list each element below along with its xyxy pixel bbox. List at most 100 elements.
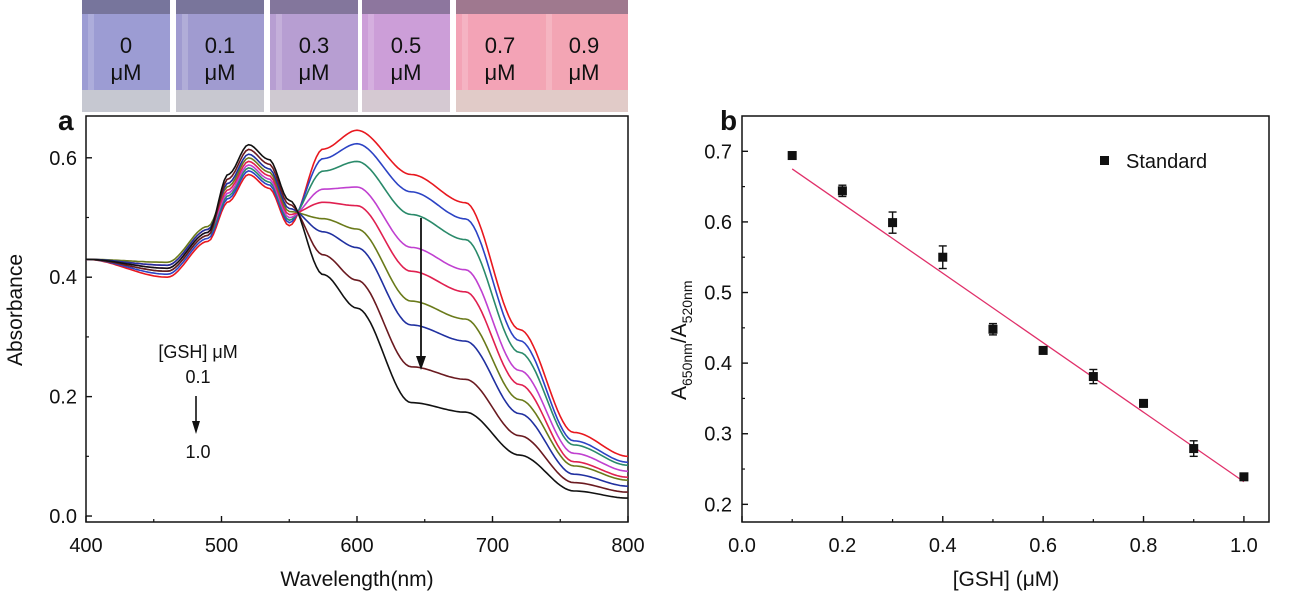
vial-unit: μM [204, 60, 235, 85]
data-point [1038, 345, 1048, 355]
point-marker [1189, 444, 1199, 454]
x-tick-label: 0.4 [929, 535, 957, 557]
y-tick-label: 0.4 [49, 267, 77, 289]
vial-unit: μM [298, 60, 329, 85]
panel-a-ylabel: Absorbance [4, 254, 27, 366]
vial-base [82, 90, 170, 112]
panel-b-label: b [720, 105, 737, 136]
x-tick-label: 600 [340, 535, 373, 557]
panel-b-ylabel: A650nm/A520nm [668, 281, 695, 400]
vial: 0.7μM [456, 0, 544, 112]
data-point [888, 211, 898, 234]
y-tick-label: 0.2 [49, 387, 77, 409]
point-marker [1088, 372, 1098, 382]
data-point [837, 184, 847, 198]
vial-base [456, 90, 544, 112]
vial-cap [540, 0, 628, 14]
vial-concentration: 0.7 [485, 33, 516, 58]
vial-base [270, 90, 358, 112]
absorbance-series [86, 148, 628, 493]
legend-label: Standard [1126, 151, 1207, 173]
panel-a-chart: 400 500 600 700 800 0.0 0.2 0.4 0.6 Wavelength(n… [4, 115, 645, 591]
x-tick-label: 0.8 [1130, 535, 1158, 557]
panel-b-xlabel: [GSH] (μM) [953, 568, 1060, 591]
vial-concentration: 0.9 [569, 33, 600, 58]
x-tick-label: 0.6 [1029, 535, 1057, 557]
data-point [1239, 472, 1249, 482]
x-tick-label: 800 [611, 535, 644, 557]
point-marker [787, 151, 797, 161]
panel-a-xlabel: Wavelength(nm) [280, 568, 433, 591]
vial-unit: μM [568, 60, 599, 85]
point-marker [938, 252, 948, 262]
absorbance-curves [85, 129, 629, 499]
panel-a-label: a [58, 105, 74, 136]
absorbance-series [85, 129, 629, 458]
vial-unit: μM [390, 60, 421, 85]
vial-cap [176, 0, 264, 14]
vial-base [540, 90, 628, 112]
absorbance-series [86, 156, 629, 481]
vial-cap [82, 0, 170, 14]
vial-cap [362, 0, 450, 14]
standard-points [787, 151, 1249, 482]
data-point [938, 245, 948, 270]
y-tick-label: 0.0 [49, 506, 77, 528]
point-marker [1139, 398, 1149, 408]
data-point [787, 151, 797, 161]
vial-concentration: 0.5 [391, 33, 422, 58]
absorbance-series [86, 143, 628, 499]
absorbance-series [86, 160, 629, 467]
vial-glare [546, 14, 552, 90]
vial-unit: μM [484, 60, 515, 85]
x-tick-label: 500 [205, 535, 238, 557]
vial-cap [270, 0, 358, 14]
fit-line [791, 168, 1245, 483]
vial-base [176, 90, 264, 112]
vial-concentration: 0 [120, 33, 132, 58]
y-tick-label: 0.2 [704, 494, 732, 516]
vial-concentration: 0.3 [299, 33, 330, 58]
data-point [1139, 398, 1149, 408]
point-marker [1239, 472, 1249, 482]
y-tick-label: 0.5 [704, 283, 732, 305]
absorbance-series [86, 164, 629, 473]
vial: 0μM [82, 0, 170, 112]
vial: 0.5μM [362, 0, 450, 112]
point-marker [888, 218, 898, 228]
panel-b-frame [741, 115, 1270, 523]
absorbance-series [86, 153, 629, 487]
vial-unit: μM [110, 60, 141, 85]
y-tick-label: 0.6 [49, 148, 77, 170]
y-tick-label: 0.3 [704, 424, 732, 446]
vial-glare [462, 14, 468, 90]
panel-a-frame [85, 115, 629, 523]
data-point [1088, 368, 1098, 385]
vial-glare [88, 14, 94, 90]
panel-b-chart: 0.0 0.2 0.4 0.6 0.8 1.0 0.2 0.3 0.4 0.5 0.6 0.7 Sta… [668, 115, 1270, 591]
panel-b-ticks: 0.0 0.2 0.4 0.6 0.8 1.0 0.2 0.3 0.4 0.5 0.6 0.7 [704, 141, 1258, 557]
gsh-arrow-icon [192, 421, 200, 434]
data-point [988, 322, 998, 336]
x-tick-label: 0.0 [728, 535, 756, 557]
absorbance-series [86, 142, 629, 464]
point-marker [1038, 345, 1048, 355]
absorbance-series [86, 160, 629, 478]
vial-glare [276, 14, 282, 90]
x-tick-label: 700 [476, 535, 509, 557]
linear-fit-line [791, 168, 1245, 483]
x-tick-label: 1.0 [1230, 535, 1258, 557]
y-tick-label: 0.6 [704, 212, 732, 234]
vial-concentration: 0.1 [205, 33, 236, 58]
y-tick-label: 0.4 [704, 353, 732, 375]
x-tick-label: 400 [69, 535, 102, 557]
x-tick-label: 0.2 [828, 535, 856, 557]
trend-arrow-icon [416, 356, 426, 370]
vial-glare [368, 14, 374, 90]
vial-cap [456, 0, 544, 14]
gsh-legend-title: [GSH] μM [158, 342, 237, 362]
vial-base [362, 90, 450, 112]
panel-a-ticks: 400 500 600 700 800 0.0 0.2 0.4 0.6 [49, 148, 645, 557]
